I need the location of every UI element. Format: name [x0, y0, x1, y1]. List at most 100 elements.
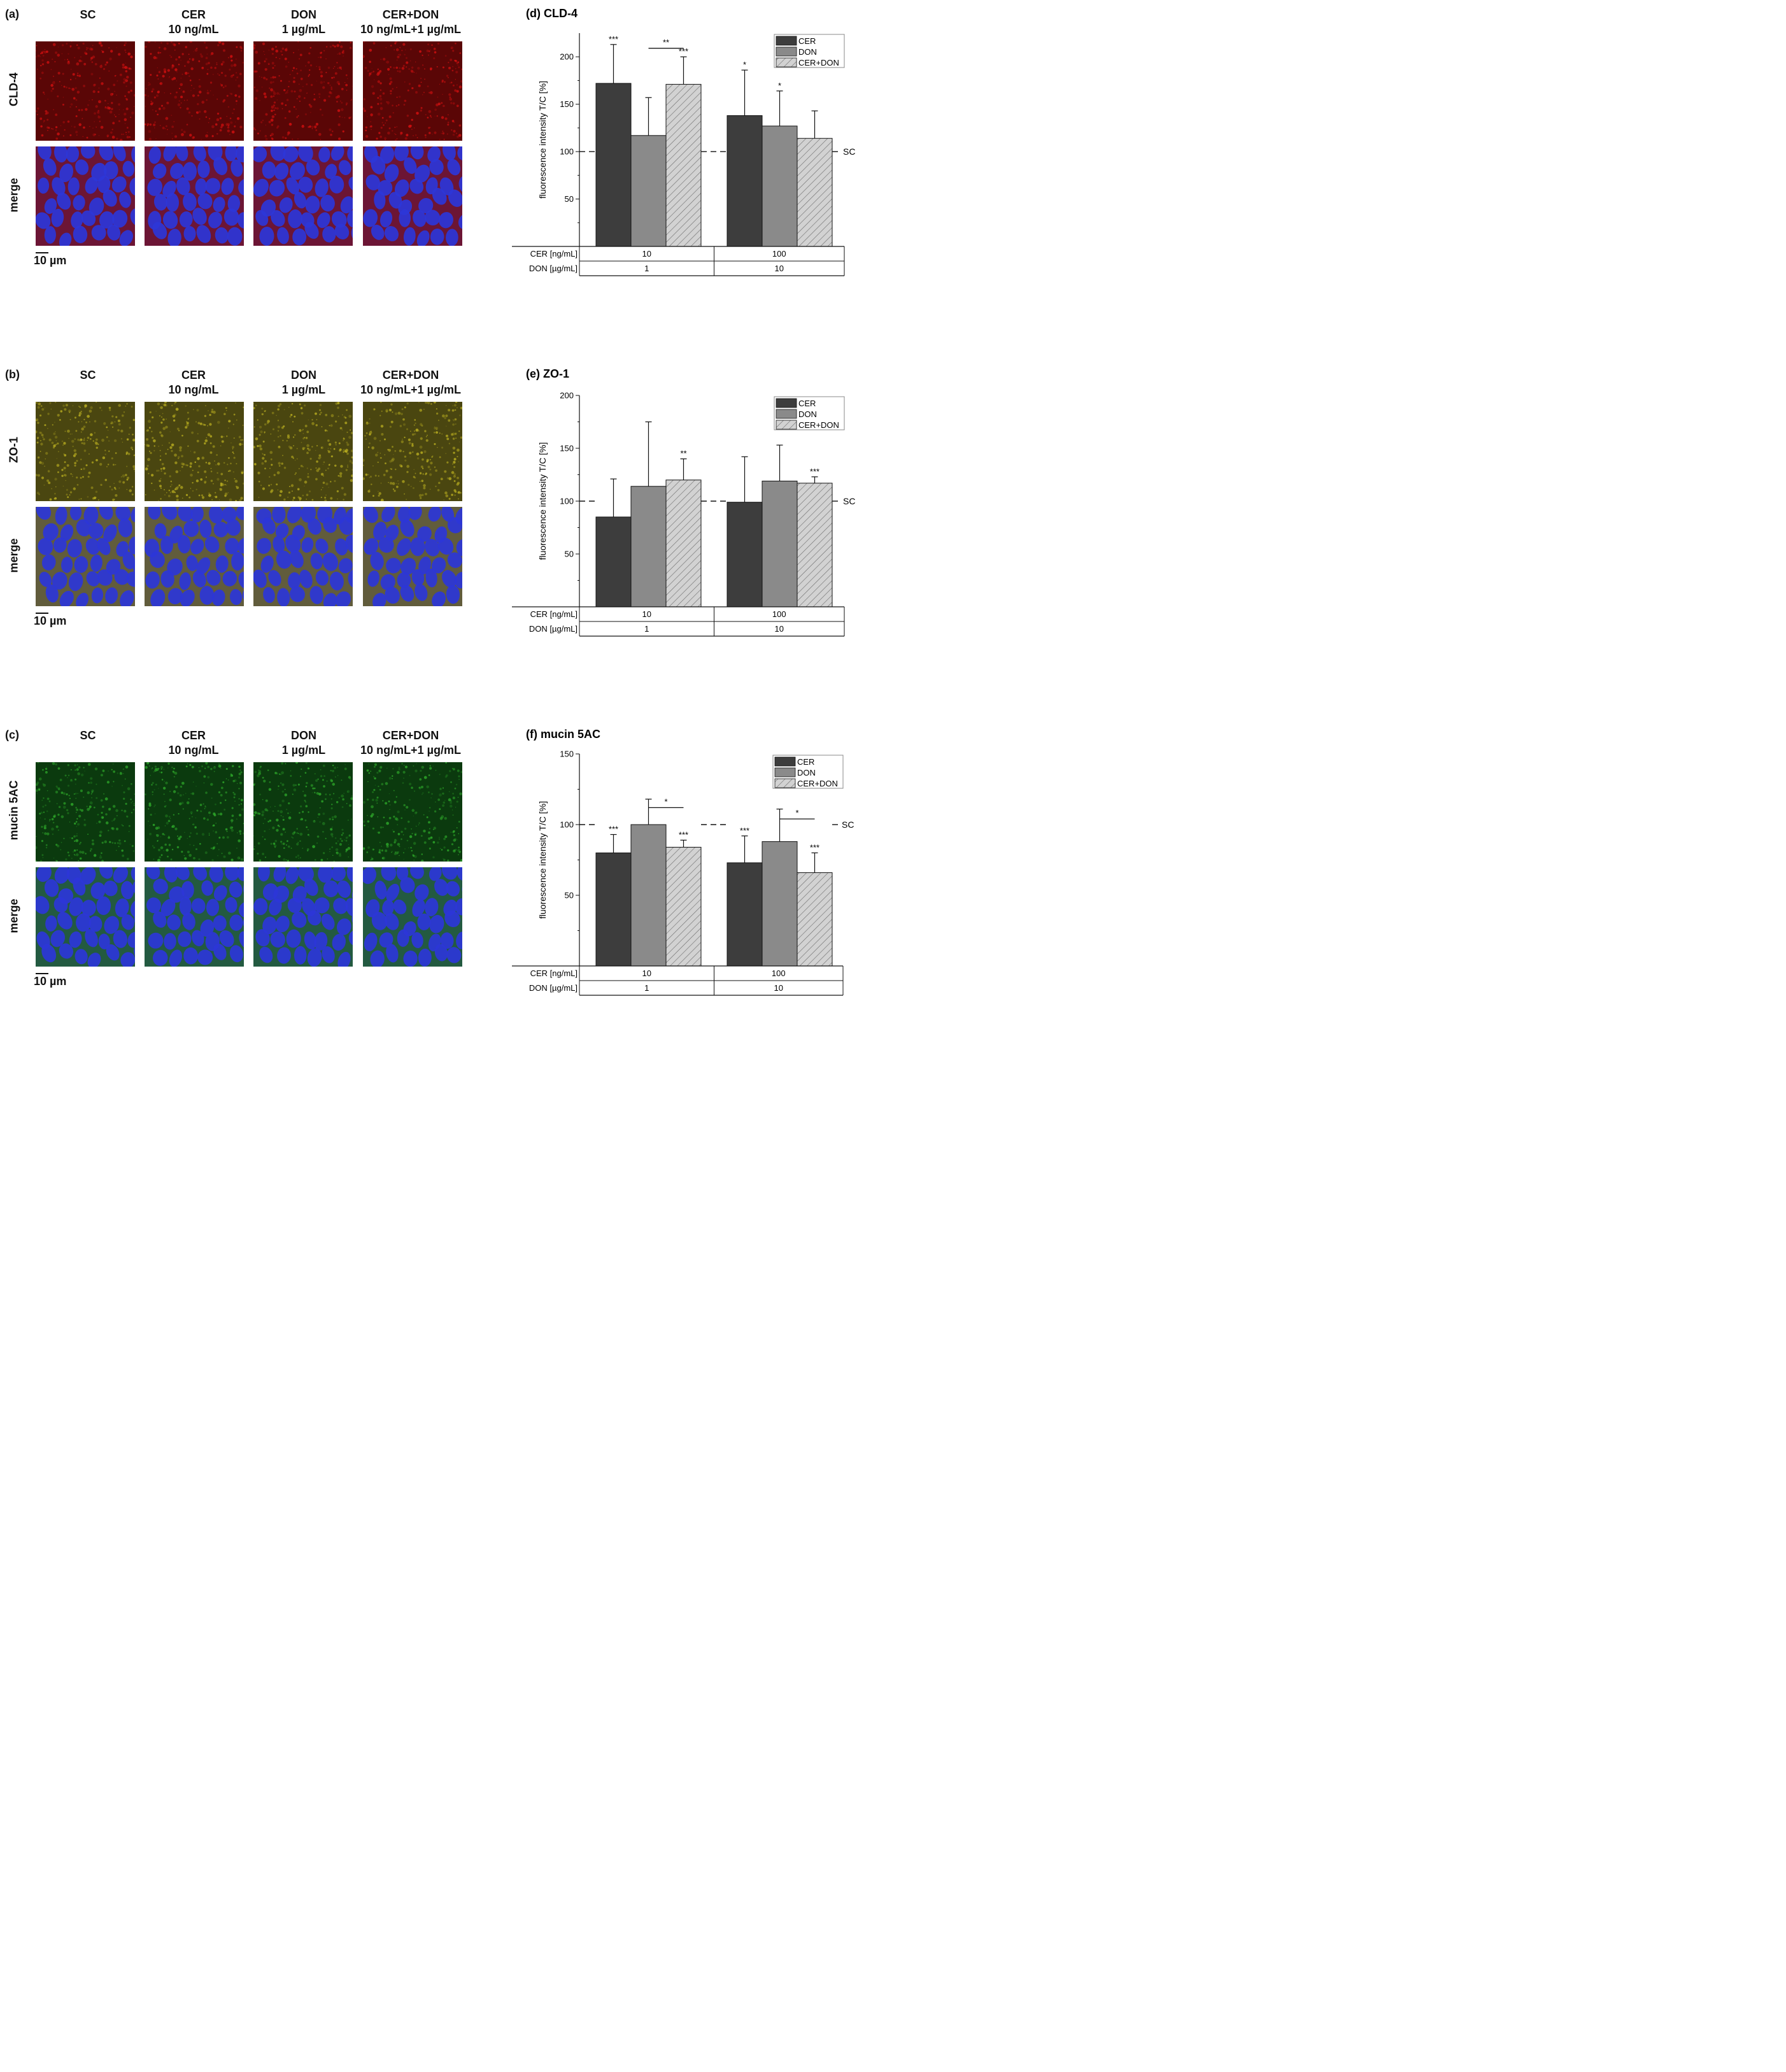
- merge-micrograph: [36, 867, 135, 967]
- reference-line-label: SC: [842, 820, 854, 830]
- legend-entry: CER+DON: [798, 58, 839, 67]
- column-header: SC: [24, 368, 152, 383]
- significance-label: *: [778, 81, 781, 90]
- table-row-label: CER [ng/mL]: [530, 609, 578, 619]
- bar: [797, 138, 833, 247]
- column-header: CER 10 ng/mL: [130, 368, 257, 397]
- column-header-line1: DON: [291, 729, 316, 742]
- significance-label: ***: [740, 826, 749, 835]
- column-header-line2: 10 ng/mL: [168, 744, 219, 756]
- bar: [595, 83, 632, 247]
- column-header: SC: [24, 8, 152, 22]
- legend-entry: CER: [798, 36, 816, 46]
- column-header-line1: CER: [181, 369, 206, 381]
- y-tick-label: 150: [560, 444, 574, 453]
- stain-micrograph: [145, 762, 244, 862]
- merge-micrograph: [253, 867, 353, 967]
- legend-entry: CER+DON: [798, 420, 839, 430]
- y-axis-label: fluorescence intensity T/C [%]: [537, 443, 548, 560]
- column-header-line2: 10 ng/mL: [168, 23, 219, 36]
- reference-line-label: SC: [843, 146, 855, 157]
- legend-swatch: [774, 767, 796, 777]
- table-cell-don: 1: [644, 624, 649, 634]
- column-header: CER+DON 10 ng/mL+1 µg/mL: [347, 368, 474, 397]
- merge-micrograph: [363, 146, 462, 246]
- column-header-line1: SC: [80, 729, 96, 742]
- scale-bar-label: 10 µm: [34, 614, 67, 627]
- table-cell-cer: 10: [642, 609, 651, 619]
- column-header-line1: CER+DON: [382, 8, 439, 21]
- y-tick-label: 200: [560, 391, 574, 401]
- legend-entry: CER: [797, 757, 814, 767]
- bar: [797, 872, 833, 967]
- table-row-label: CER [ng/mL]: [530, 249, 578, 259]
- column-header-line1: CER: [181, 729, 206, 742]
- table-row-label: CER [ng/mL]: [530, 969, 578, 978]
- column-header-line1: CER+DON: [382, 729, 439, 742]
- scale-bar-label: 10 µm: [34, 975, 67, 988]
- legend-swatch: [776, 398, 797, 408]
- column-header: DON 1 µg/mL: [240, 368, 367, 397]
- bar: [665, 847, 702, 967]
- bar: [797, 483, 833, 607]
- column-header-line1: DON: [291, 369, 316, 381]
- bar: [762, 125, 798, 247]
- merge-micrograph: [253, 507, 353, 606]
- table-cell-cer: 100: [772, 249, 786, 259]
- column-header-line2: 1 µg/mL: [281, 744, 326, 756]
- merge-micrograph: [36, 507, 135, 606]
- bar: [726, 502, 763, 607]
- row-label-merge: merge: [7, 178, 20, 213]
- comparison-label: *: [795, 808, 798, 818]
- significance-label: ***: [609, 34, 618, 44]
- y-tick-label: 150: [560, 99, 574, 109]
- legend-entry: DON: [797, 768, 816, 777]
- stain-micrograph: [145, 402, 244, 501]
- chart-title: (e) ZO-1: [526, 367, 569, 380]
- table-cell-don: 10: [774, 983, 783, 993]
- table-cell-cer: 100: [772, 969, 786, 978]
- bar: [630, 824, 667, 967]
- stain-micrograph: [36, 402, 135, 501]
- column-header: CER 10 ng/mL: [130, 8, 257, 37]
- bar: [762, 480, 798, 607]
- column-header-line2: 10 ng/mL: [168, 383, 219, 396]
- column-header-line2: 10 ng/mL+1 µg/mL: [360, 744, 461, 756]
- stain-micrograph: [253, 402, 353, 501]
- legend-swatch: [776, 420, 797, 430]
- y-tick-label: 100: [560, 497, 574, 506]
- legend-swatch: [774, 756, 796, 767]
- column-header-line2: 1 µg/mL: [281, 23, 326, 36]
- column-header-line2: 10 ng/mL+1 µg/mL: [360, 23, 461, 36]
- table-cell-cer: 100: [772, 609, 786, 619]
- scale-bar: [36, 252, 48, 253]
- table-cell-don: 1: [644, 983, 649, 993]
- significance-label: ***: [679, 830, 688, 839]
- table-cell-cer: 10: [642, 249, 651, 259]
- column-header-line2: 10 ng/mL+1 µg/mL: [360, 383, 461, 396]
- column-header: CER+DON 10 ng/mL+1 µg/mL: [347, 8, 474, 37]
- stain-micrograph: [36, 41, 135, 141]
- y-tick-label: 100: [560, 147, 574, 157]
- stain-micrograph: [253, 762, 353, 862]
- legend-entry: CER+DON: [797, 779, 838, 788]
- column-header-line2: 1 µg/mL: [281, 383, 326, 396]
- merge-micrograph: [145, 507, 244, 606]
- y-tick-label: 200: [560, 52, 574, 62]
- comparison-label: *: [664, 797, 667, 806]
- legend-swatch: [776, 409, 797, 419]
- table-row-label: DON [µg/mL]: [529, 983, 578, 993]
- comparison-label: **: [663, 38, 669, 47]
- merge-micrograph: [253, 146, 353, 246]
- significance-label: *: [743, 60, 746, 69]
- column-header-line1: SC: [80, 8, 96, 21]
- row-label-marker: CLD-4: [7, 73, 20, 106]
- bar: [762, 841, 798, 967]
- chart-title: (f) mucin 5AC: [526, 728, 600, 741]
- merge-micrograph: [145, 146, 244, 246]
- legend-swatch: [776, 57, 797, 67]
- scale-bar: [36, 973, 48, 974]
- merge-micrograph: [363, 507, 462, 606]
- scale-bar-label: 10 µm: [34, 254, 67, 267]
- y-axis-label: fluorescence intensity T/C [%]: [537, 81, 548, 199]
